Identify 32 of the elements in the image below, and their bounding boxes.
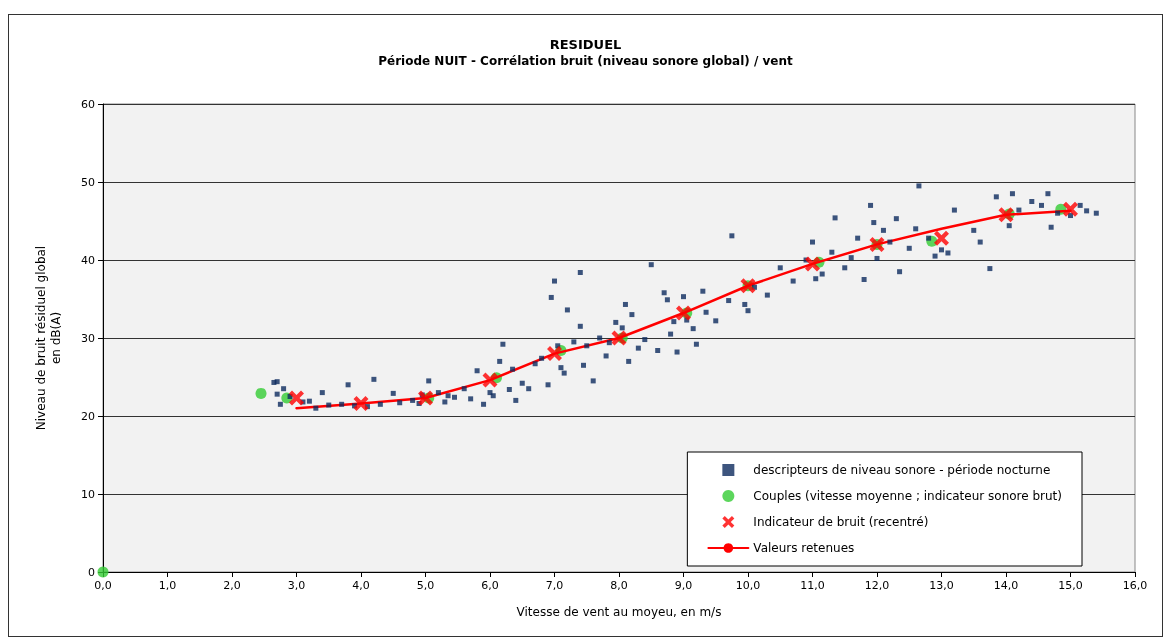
x-tick-label: 15,0 [1058,579,1083,592]
x-tick-label: 0,0 [94,579,112,592]
x-tick-label: 2,0 [223,579,241,592]
x-tick-label: 14,0 [993,579,1019,592]
y-tick-label: 10 [81,487,95,501]
x-tick-label: 13,0 [929,579,954,592]
y-tick-label: 0 [88,565,95,579]
x-tick-label: 16,0 [1122,579,1148,592]
legend-label: descripteurs de niveau sonore - période nocturne [753,463,1051,477]
y-tick-label: 20 [81,409,95,423]
x-tick-label: 5,0 [416,579,435,592]
x-tick-label: 12,0 [864,579,890,592]
x-axis-title: Vitesse de vent au moyeu, en m/s [516,605,722,619]
legend-label: Couples (vitesse moyenne ; indicateur sonore brut) [753,489,1063,503]
x-tick-label: 9,0 [674,579,693,592]
y-tick-label: 30 [81,331,95,345]
x-tick-label: 4,0 [352,579,370,592]
legend-label: Indicateur de bruit (recentré) [753,515,929,529]
x-tick-label: 7,0 [545,579,564,592]
chart-title: RESIDUEL [549,37,622,52]
y-tick-label: 50 [81,175,95,189]
y-tick-label: 60 [81,97,95,111]
x-tick-label: 1,0 [158,579,177,592]
y-axis-title: Niveau de bruit résiduel global en dB(A) [33,245,63,431]
chart-subtitle: Période NUIT - Corrélation bruit (niveau sonore global) / vent [378,54,794,68]
y-tick-label: 40 [81,253,95,267]
legend-label: Valeurs retenues [753,541,855,555]
x-tick-label: 10,0 [735,579,761,592]
x-tick-label: 6,0 [481,579,499,592]
x-tick-label: 8,0 [610,579,628,592]
x-tick-label: 3,0 [287,579,306,592]
x-tick-label: 11,0 [800,579,825,592]
